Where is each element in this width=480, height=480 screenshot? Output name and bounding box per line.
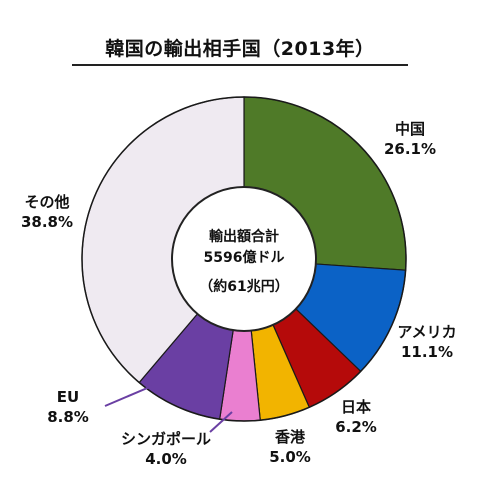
center-total-value: 5596億ドル (204, 249, 285, 266)
slice-value-6: 38.8% (21, 213, 73, 231)
slice-label-2: 日本 (341, 398, 371, 416)
center-total-label: 輸出額合計 (209, 228, 279, 245)
slice-label-5: EU (57, 388, 79, 406)
slice-value-0: 26.1% (384, 140, 436, 158)
center-total-yen: （約61兆円） (199, 278, 288, 295)
chart-title: 韓国の輸出相手国（2013年） (105, 38, 375, 60)
labels-group: 中国 26.1% アメリカ 11.1% 日本 6.2% 香港 5.0% シンガポール 4.0% EU… (21, 120, 457, 468)
slice-value-5: 8.8% (47, 408, 89, 426)
slice-value-2: 6.2% (335, 418, 377, 436)
slice-label-0: 中国 (395, 120, 425, 138)
slice-label-1: アメリカ (397, 323, 456, 341)
slice-label-3: 香港 (275, 428, 306, 446)
donut-hole (171, 186, 317, 332)
title-underline (72, 64, 408, 66)
donut-outline (81, 96, 407, 422)
leader-line-eu (104, 385, 153, 407)
slice-value-1: 11.1% (401, 343, 453, 361)
slice-value-4: 4.0% (145, 450, 187, 468)
leader-lines (104, 385, 233, 433)
leader-line-singapore (209, 411, 233, 433)
slice-label-6: その他 (24, 193, 69, 211)
slice-label-4: シンガポール (121, 430, 211, 448)
slice-value-3: 5.0% (269, 448, 311, 466)
